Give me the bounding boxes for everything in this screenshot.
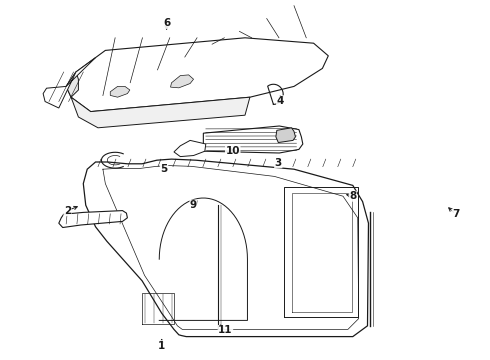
Text: 11: 11 (218, 325, 233, 336)
Text: 8: 8 (349, 191, 356, 201)
Text: 6: 6 (163, 18, 170, 28)
Polygon shape (83, 159, 368, 337)
Polygon shape (71, 97, 250, 128)
Text: 10: 10 (225, 146, 240, 156)
Text: 5: 5 (161, 164, 168, 174)
Text: 1: 1 (158, 341, 165, 351)
Polygon shape (276, 128, 295, 143)
Polygon shape (59, 211, 127, 228)
Text: 2: 2 (64, 206, 71, 216)
Polygon shape (66, 72, 78, 97)
Polygon shape (171, 75, 194, 88)
Text: 7: 7 (452, 209, 460, 219)
Polygon shape (43, 58, 96, 108)
Text: 9: 9 (190, 200, 197, 210)
Polygon shape (110, 86, 130, 97)
Polygon shape (174, 140, 206, 157)
Polygon shape (66, 38, 328, 112)
Text: 4: 4 (276, 96, 284, 106)
Polygon shape (203, 126, 303, 153)
Text: 3: 3 (275, 158, 282, 168)
